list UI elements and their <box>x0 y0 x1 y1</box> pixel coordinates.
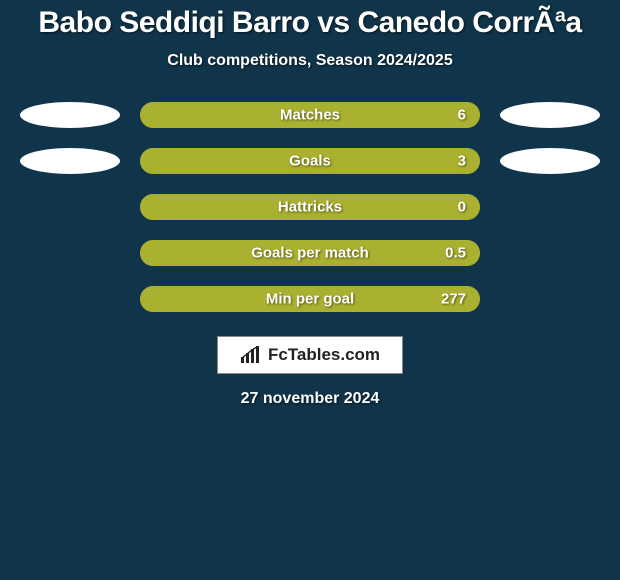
stat-bar: Goals 3 <box>140 148 480 174</box>
stat-row: Hattricks 0 <box>0 194 620 220</box>
stat-bar: Hattricks 0 <box>140 194 480 220</box>
right-ellipse <box>500 102 600 128</box>
stat-bar: Matches 6 <box>140 102 480 128</box>
logo-text: FcTables.com <box>268 345 380 365</box>
stat-value: 0 <box>458 199 466 216</box>
stat-label: Goals <box>289 153 331 170</box>
page-title: Babo Seddiqi Barro vs Canedo CorrÃªa <box>38 6 581 40</box>
stat-label: Matches <box>280 107 340 124</box>
bars-icon <box>240 346 262 364</box>
stat-row: Matches 6 <box>0 102 620 128</box>
left-ellipse <box>20 148 120 174</box>
stat-value: 6 <box>458 107 466 124</box>
date: 27 november 2024 <box>241 390 380 408</box>
stat-bar: Min per goal 277 <box>140 286 480 312</box>
stat-bar: Goals per match 0.5 <box>140 240 480 266</box>
stat-label: Goals per match <box>251 245 369 262</box>
stat-label: Min per goal <box>266 291 354 308</box>
stat-row: Min per goal 277 <box>0 286 620 312</box>
subtitle: Club competitions, Season 2024/2025 <box>167 52 452 70</box>
right-ellipse <box>500 148 600 174</box>
stats-container: Matches 6 Goals 3 Hattricks 0 Goals per match 0… <box>0 102 620 312</box>
stat-row: Goals 3 <box>0 148 620 174</box>
left-ellipse <box>20 102 120 128</box>
logo-box: FcTables.com <box>217 336 403 374</box>
stat-value: 0.5 <box>445 245 466 262</box>
stat-value: 3 <box>458 153 466 170</box>
stat-row: Goals per match 0.5 <box>0 240 620 266</box>
stat-value: 277 <box>441 291 466 308</box>
stat-label: Hattricks <box>278 199 342 216</box>
